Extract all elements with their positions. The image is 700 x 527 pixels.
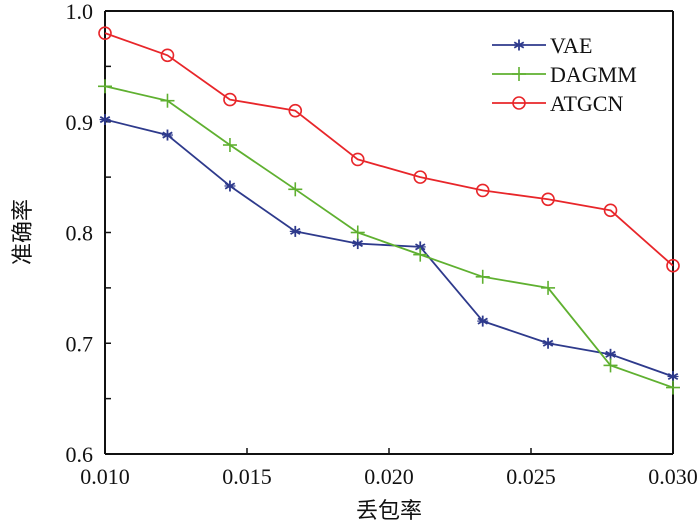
x-tick-label: 0.020 bbox=[364, 464, 414, 489]
data-point-vae bbox=[542, 337, 554, 349]
data-point-atgcn bbox=[603, 203, 618, 218]
y-tick-label: 0.9 bbox=[66, 110, 94, 135]
x-tick-label: 0.010 bbox=[80, 464, 130, 489]
circle-marker bbox=[413, 170, 428, 184]
data-point-atgcn bbox=[98, 26, 112, 40]
circle-marker bbox=[541, 192, 555, 207]
y-axis-title: 准确率 bbox=[11, 199, 36, 265]
series-vae bbox=[99, 114, 679, 382]
series-line-vae bbox=[104, 118, 674, 378]
circle-marker bbox=[666, 258, 680, 273]
data-point-vae bbox=[224, 180, 236, 192]
legend-item-atgcn: ATGCN bbox=[492, 91, 623, 116]
legend-item-vae: VAE bbox=[492, 33, 592, 58]
circle-marker bbox=[223, 92, 237, 107]
data-point-vae bbox=[605, 348, 617, 360]
data-point-atgcn bbox=[223, 92, 237, 107]
x-tick-label: 0.015 bbox=[222, 464, 272, 489]
circle-marker bbox=[350, 152, 365, 167]
legend-marker bbox=[512, 96, 526, 110]
x-axis-title: 丢包率 bbox=[356, 499, 422, 524]
data-point-atgcn bbox=[475, 183, 490, 198]
data-point-dagmm bbox=[160, 93, 175, 108]
y-tick-label: 0.8 bbox=[66, 221, 94, 246]
series-atgcn bbox=[98, 26, 680, 273]
data-point-atgcn bbox=[288, 103, 303, 118]
series-line-atgcn bbox=[104, 32, 674, 267]
series-line-dagmm bbox=[104, 85, 674, 389]
legend-marker bbox=[513, 39, 525, 51]
legend: VAE DAGMM ATGCN bbox=[492, 33, 637, 116]
y-tick-label: 1.0 bbox=[66, 0, 94, 24]
data-point-vae bbox=[477, 315, 489, 327]
data-point-dagmm bbox=[350, 225, 365, 240]
data-point-atgcn bbox=[413, 170, 428, 184]
data-point-dagmm bbox=[541, 280, 556, 295]
legend-label: ATGCN bbox=[550, 91, 623, 116]
x-tick-label: 0.030 bbox=[648, 464, 698, 489]
series-layer bbox=[98, 26, 680, 395]
circle-marker bbox=[603, 203, 618, 218]
data-point-atgcn bbox=[350, 152, 365, 167]
legend-label: DAGMM bbox=[550, 62, 637, 87]
data-point-dagmm bbox=[603, 358, 618, 373]
data-point-dagmm bbox=[413, 247, 428, 262]
y-tick-label: 0.7 bbox=[66, 331, 94, 356]
data-point-dagmm bbox=[288, 182, 303, 197]
data-point-vae bbox=[352, 238, 364, 250]
axes: 0.010 0.015 0.020 0.025 0.030 0.6 0.7 0.8 0.9 1.0 bbox=[66, 0, 698, 489]
legend-marker bbox=[512, 67, 526, 81]
data-point-atgcn bbox=[541, 192, 555, 207]
circle-marker bbox=[512, 96, 526, 110]
x-tick-label: 0.025 bbox=[506, 464, 556, 489]
legend-item-dagmm: DAGMM bbox=[492, 62, 637, 87]
legend-label: VAE bbox=[550, 33, 592, 58]
data-point-dagmm bbox=[666, 380, 680, 395]
series-dagmm bbox=[98, 79, 680, 395]
data-point-dagmm bbox=[222, 138, 237, 153]
circle-marker bbox=[475, 183, 490, 198]
data-point-atgcn bbox=[160, 48, 175, 63]
circle-marker bbox=[160, 48, 175, 63]
data-point-vae bbox=[289, 225, 301, 237]
data-point-vae bbox=[161, 129, 173, 141]
y-tick-label: 0.6 bbox=[66, 442, 94, 467]
data-point-vae bbox=[99, 114, 111, 126]
data-point-vae bbox=[667, 370, 679, 382]
data-point-dagmm bbox=[98, 79, 112, 94]
circle-marker bbox=[288, 103, 303, 118]
circle-marker bbox=[98, 26, 112, 40]
data-point-atgcn bbox=[666, 258, 680, 273]
data-point-dagmm bbox=[475, 269, 490, 284]
